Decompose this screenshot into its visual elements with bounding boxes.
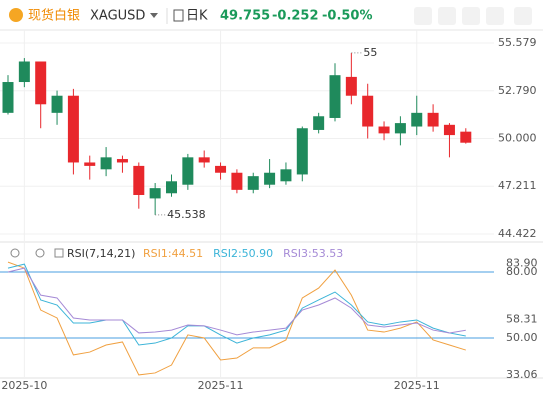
tool-buttons — [414, 7, 532, 25]
candle-body — [443, 124, 455, 136]
candle-body — [149, 188, 161, 199]
candle-body — [51, 95, 63, 113]
expand-icon[interactable] — [54, 248, 64, 258]
candle-body — [329, 75, 341, 118]
legend-entry: RSI1:44.51 — [143, 247, 203, 260]
change: -0.252 — [272, 9, 319, 24]
candle-body — [116, 159, 128, 163]
candle-body — [198, 157, 210, 163]
symbol[interactable]: XAGUSD — [90, 9, 145, 24]
candle-body — [362, 95, 374, 127]
candle-body — [427, 112, 439, 127]
candle-body — [460, 131, 472, 143]
x-tick-label: 2025-11 — [198, 379, 244, 392]
instrument-name[interactable]: 现货白银 — [28, 8, 80, 24]
candle-body — [100, 157, 112, 170]
y-tick-label: 52.790 — [498, 84, 537, 97]
y-tick-label: 83.90 — [506, 256, 538, 269]
y-tick-label: 44.422 — [498, 227, 537, 240]
legend-entry: RSI2:50.90 — [213, 247, 273, 260]
candle-body — [166, 181, 177, 194]
candle-body — [345, 76, 357, 96]
candle-body — [133, 165, 145, 195]
period-icon[interactable] — [173, 9, 184, 22]
tool-button[interactable] — [438, 7, 456, 25]
rsi-line — [7, 261, 466, 376]
y-tick-label: 50.000 — [498, 132, 537, 145]
settings-icon[interactable] — [35, 248, 45, 258]
candle-body — [247, 176, 259, 190]
candle-body — [18, 61, 30, 83]
rsi-line — [7, 263, 466, 346]
candle-body — [264, 172, 276, 185]
legend-entry: RSI3:53.53 — [283, 247, 343, 260]
y-tick-label: 47.211 — [498, 179, 537, 192]
eye-icon[interactable] — [10, 248, 20, 258]
price: 49.755 — [220, 9, 270, 24]
high-label: 55 — [363, 46, 377, 59]
x-tick-label: 2025-11 — [394, 379, 440, 392]
tool-button[interactable] — [414, 7, 432, 25]
x-tick-label: 2025-10 — [1, 379, 47, 392]
tool-button[interactable] — [462, 7, 480, 25]
candle-body — [231, 172, 243, 190]
y-tick-label: 55.579 — [498, 36, 537, 49]
candle-body — [2, 82, 14, 113]
candle-body — [84, 162, 96, 166]
logo-icon — [9, 8, 23, 22]
y-tick-label: 58.31 — [506, 313, 538, 326]
tool-button[interactable] — [514, 7, 532, 25]
rsi-line — [7, 267, 466, 336]
candle-body — [182, 157, 194, 185]
low-label: 45.538 — [167, 208, 206, 221]
y-tick-label: 33.06 — [506, 368, 538, 381]
candle-body — [215, 165, 227, 173]
y-tick-label: 80.00 — [506, 265, 538, 278]
indicator-title: RSI(7,14,21) — [67, 247, 135, 260]
candle-body — [296, 128, 308, 175]
period[interactable]: 日K — [186, 9, 208, 24]
candle-body — [313, 116, 325, 130]
candle-body — [67, 95, 79, 163]
dropdown-arrow[interactable] — [150, 13, 158, 18]
candle-body — [378, 126, 390, 134]
candle-body — [35, 61, 47, 105]
tool-button[interactable] — [486, 7, 504, 25]
candle-body — [280, 169, 292, 182]
candle-body — [394, 123, 406, 134]
candle-body — [411, 112, 423, 127]
change-pct: -0.50% — [322, 9, 373, 24]
y-tick-label: 50.00 — [506, 331, 538, 344]
